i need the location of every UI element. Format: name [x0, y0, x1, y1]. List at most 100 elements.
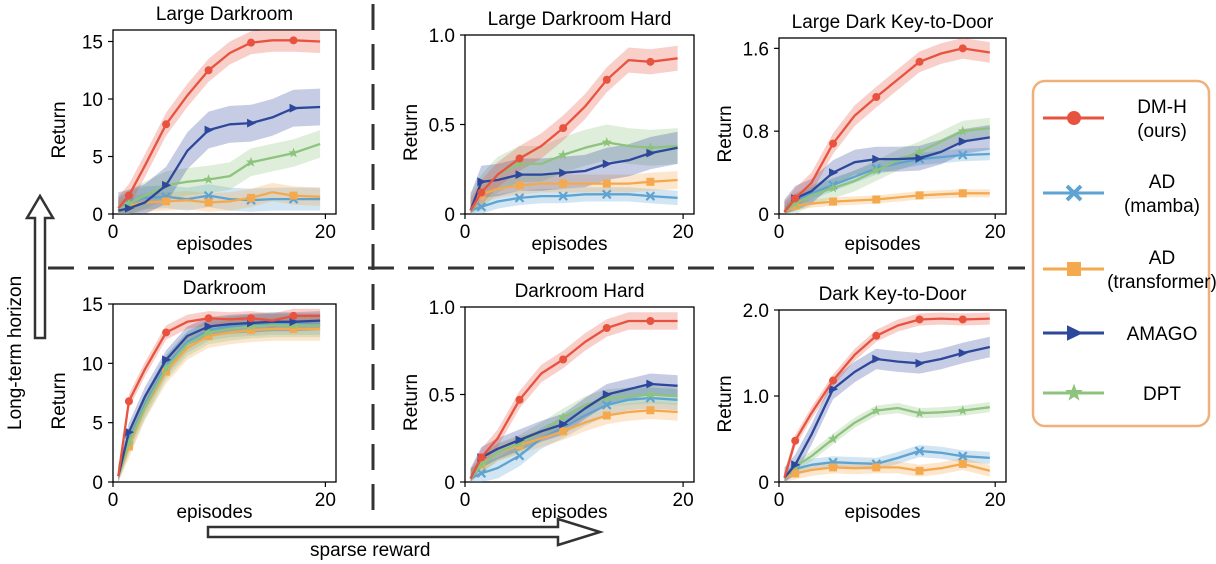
data-point: [247, 118, 257, 128]
y-tick-label: 5: [92, 414, 103, 435]
data-point: [162, 180, 172, 190]
data-point: [288, 147, 299, 158]
legend-label: (mamba): [1124, 196, 1200, 217]
legend-label: DPT: [1143, 384, 1181, 405]
data-point: [160, 362, 172, 373]
legend-marker: [1067, 325, 1084, 341]
x-tick-label: 0: [108, 490, 119, 511]
x-tick-label: 0: [774, 490, 785, 511]
x-axis-label: episodes: [176, 502, 252, 523]
data-point: [514, 158, 525, 169]
y-axis-label: Return: [401, 374, 422, 431]
data-point: [791, 469, 800, 478]
legend-label: DM-H: [1137, 97, 1187, 118]
y-tick-label: 15: [82, 33, 103, 54]
series-dm-h-ours: [783, 315, 990, 479]
data-point: [827, 433, 839, 444]
data-point: [203, 174, 214, 184]
data-point: [204, 332, 213, 341]
legend-entry-amago: AMAGO: [1043, 324, 1197, 345]
y-tick-label: 5: [92, 148, 103, 169]
legend-label: AMAGO: [1127, 324, 1198, 345]
data-point: [247, 193, 256, 202]
data-point: [204, 322, 214, 331]
legend-label: AD: [1149, 172, 1175, 193]
y-tick-label: 0: [92, 473, 103, 494]
data-point: [646, 317, 655, 325]
data-point: [871, 405, 882, 415]
data-point: [289, 191, 298, 200]
data-point: [247, 38, 256, 47]
band-ad-mamba: [784, 445, 990, 482]
data-point: [247, 326, 256, 335]
plot-frame: [112, 303, 337, 483]
panel-dark-key-to-door: Dark Key-to-Door 0 1.0 2.0 0 20 episodes Return: [715, 284, 1007, 523]
series-line: [117, 324, 321, 477]
data-point: [601, 137, 612, 147]
y-axis-label: Return: [401, 104, 422, 161]
data-point: [162, 367, 171, 376]
data-point: [245, 321, 257, 331]
data-point: [958, 315, 967, 324]
data-point: [559, 168, 569, 178]
x-tick-label: 0: [460, 222, 471, 243]
data-point: [476, 202, 487, 212]
y-tick-label: 0.5: [429, 386, 455, 407]
data-point: [791, 194, 800, 203]
chart-title: Large Darkroom: [156, 4, 293, 25]
data-point: [915, 57, 924, 66]
data-point: [477, 453, 486, 462]
series-amago: [118, 103, 321, 213]
legend-marker: [1065, 184, 1083, 202]
data-point: [123, 198, 135, 209]
x-axis-label: episodes: [531, 234, 607, 255]
series-ad-mamba: [470, 189, 678, 212]
data-point: [601, 400, 612, 410]
x-axis-label: episodes: [531, 502, 607, 523]
legend-entries: DM-H (ours) AD (mamba) AD (transformer) AMAGO D…: [1043, 97, 1216, 405]
band-amago: [784, 125, 990, 214]
band-dm-h-ours: [470, 312, 678, 482]
data-point: [204, 314, 213, 323]
x-axis-label: episodes: [844, 234, 920, 255]
data-point: [827, 182, 839, 193]
data-point: [514, 450, 525, 461]
data-point: [872, 195, 881, 204]
x-tick-label: 0: [774, 222, 785, 243]
data-point: [602, 159, 612, 169]
data-point: [204, 125, 214, 135]
data-point: [957, 125, 968, 136]
data-point: [958, 137, 968, 146]
series-dm-h-ours: [117, 311, 321, 477]
series-dm-h-ours: [469, 317, 678, 480]
plot-area: [783, 38, 990, 214]
right-arrow-icon: [206, 517, 605, 547]
x-tick-label: 20: [985, 490, 1006, 511]
data-point: [871, 165, 882, 175]
data-point: [957, 405, 968, 415]
x-axis-label: episodes: [844, 502, 920, 523]
data-point: [958, 348, 968, 358]
series-dpt: [469, 389, 678, 480]
plot-area: [117, 308, 321, 482]
x-tick-label: 20: [673, 222, 694, 243]
y-tick-label: 0.5: [429, 116, 455, 137]
plot-frame: [112, 29, 337, 215]
data-point: [476, 459, 487, 469]
data-point: [204, 66, 213, 75]
x-axis-label: episodes: [176, 234, 252, 255]
plot-area: [117, 30, 321, 214]
band-dm-h-ours: [470, 45, 678, 214]
long-term-horizon-arrow: Long-term horizon: [5, 193, 56, 430]
data-point: [829, 376, 838, 385]
data-point: [602, 390, 612, 399]
legend-entry-ad-transformer: AD (transformer): [1043, 248, 1216, 293]
panel-darkroom: Darkroom 0 5 10 15 0 20 episodes Return: [49, 278, 337, 523]
data-point: [123, 437, 135, 448]
data-point: [872, 154, 882, 164]
data-point: [204, 198, 213, 207]
series-dm-h-ours: [117, 36, 321, 210]
data-point: [245, 156, 257, 167]
y-axis-label: Return: [49, 372, 70, 429]
